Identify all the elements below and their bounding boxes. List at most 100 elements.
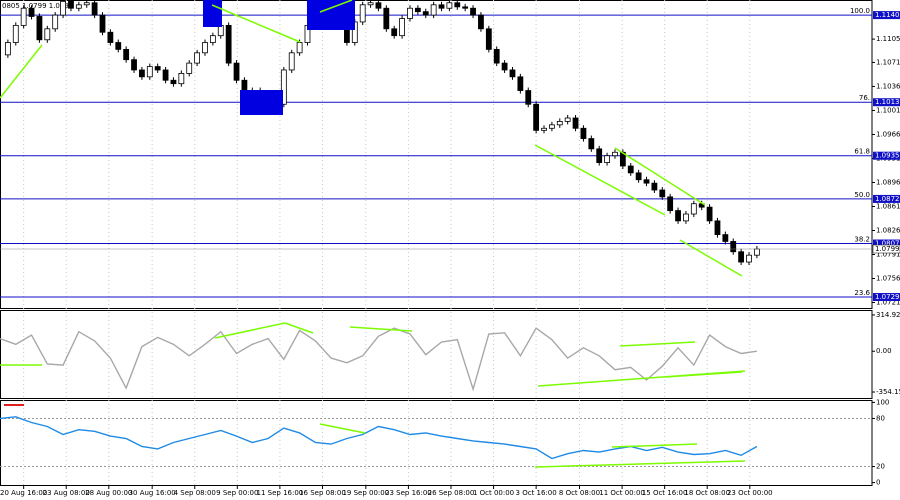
price-tag <box>873 98 900 107</box>
panel-frame <box>0 0 873 309</box>
candle-body <box>139 69 145 78</box>
x-tick-label: 23 Sep 16:00 <box>385 489 432 497</box>
candle-body <box>178 72 185 85</box>
candle-body <box>107 31 114 43</box>
candle-body <box>683 213 689 222</box>
candle-body <box>83 2 90 6</box>
panel-frame <box>0 310 873 399</box>
x-tick-label: 11 Sep 16:00 <box>257 489 304 497</box>
trendline <box>534 144 666 216</box>
price-tag-label: 1.0729 <box>875 293 900 301</box>
candle-body <box>753 248 760 256</box>
candle-body <box>572 117 579 129</box>
x-tick-label: 20 Aug 16:00 <box>0 489 47 497</box>
fib-name: 100.0 <box>850 7 870 15</box>
candle-body <box>375 2 382 9</box>
price-tag-label: 1.0807 <box>875 240 900 248</box>
panel-frame <box>0 400 873 486</box>
y-tick-label: 1.1036 <box>876 82 900 90</box>
trendline <box>0 44 43 99</box>
price-tag <box>873 11 900 20</box>
candle-body <box>383 7 390 30</box>
trendline <box>349 326 413 332</box>
x-tick-label: 23 Aug 08:00 <box>43 489 90 497</box>
candle-body <box>722 234 729 242</box>
candle-body <box>580 127 587 139</box>
y-tick-label: 314.9232 <box>876 311 900 319</box>
trendline <box>534 460 746 468</box>
candle-body <box>525 90 532 105</box>
trendline <box>611 443 698 448</box>
price-tag-label: 1.0935 <box>875 152 900 160</box>
price-tag <box>873 194 900 203</box>
annotations <box>0 0 746 468</box>
y-tick-label: -354.1599 <box>876 388 900 396</box>
candle-body <box>146 66 153 78</box>
x-tick-label: 28 Aug 00:00 <box>85 489 132 497</box>
candle-body <box>399 18 405 37</box>
candle-body <box>131 59 137 71</box>
trendline <box>284 322 314 334</box>
x-tick-label: 11 Oct 00:00 <box>599 489 645 497</box>
candle-body <box>690 203 697 215</box>
candle-body <box>714 220 721 236</box>
candle-body <box>556 121 563 126</box>
trendline <box>214 322 286 339</box>
candle-body <box>738 251 745 263</box>
candle-body <box>407 7 413 19</box>
fib-name: 50.0 <box>854 191 870 199</box>
candle-body <box>4 42 11 56</box>
indicator-line <box>0 327 758 392</box>
x-tick-label: 30 Aug 16:00 <box>129 489 176 497</box>
candle-body <box>12 24 19 43</box>
trendline <box>319 423 366 434</box>
candle-body <box>20 7 27 26</box>
candle-body <box>28 7 35 17</box>
trendline <box>319 0 353 13</box>
candle-body <box>52 14 59 30</box>
candle-body <box>438 4 445 9</box>
candle-body <box>367 2 374 6</box>
candle-body <box>706 206 713 222</box>
candle-body <box>462 6 469 9</box>
trendline <box>614 147 706 206</box>
candle-body <box>233 62 240 81</box>
y-tick-label: 1.1001 <box>876 106 900 114</box>
candle-body <box>162 69 169 81</box>
candle-body <box>596 148 603 163</box>
candle-body <box>194 52 201 64</box>
candle-body <box>730 241 737 253</box>
zone <box>240 90 283 115</box>
x-tick-label: 1 Oct 00:00 <box>473 489 514 497</box>
candle-body <box>564 117 571 122</box>
candle-body <box>154 66 161 71</box>
candle-body <box>170 79 177 85</box>
y-tick-label: 1.0861 <box>876 202 900 210</box>
last-price-label: 1.0799 <box>875 245 900 253</box>
candle-body <box>430 4 437 16</box>
candle-body <box>115 42 122 50</box>
candle-body <box>446 2 453 9</box>
x-tick-label: 4 Sep 08:00 <box>174 489 216 497</box>
fib-name: 38.2 <box>854 236 870 244</box>
candle-body <box>225 24 232 64</box>
y-tick-label: 1.0756 <box>876 275 900 283</box>
y-tick-label: 1.1071 <box>876 58 900 66</box>
fib-name: 61.8 <box>854 148 870 156</box>
x-tick-label: 8 Oct 08:00 <box>559 489 600 497</box>
trendline <box>679 239 743 277</box>
price-tag-label: 1.0872 <box>875 195 900 203</box>
candle-body <box>643 179 650 184</box>
y-tick-label: 20 <box>876 463 885 471</box>
x-tick-label: 18 Oct 08:00 <box>684 489 730 497</box>
candle-body <box>604 155 610 163</box>
fib-name: 23.6 <box>854 289 870 297</box>
candle-body <box>91 2 98 16</box>
y-tick-label: 1.0826 <box>876 226 900 234</box>
x-tick-label: 26 Sep 08:00 <box>428 489 475 497</box>
candle-body <box>123 48 130 61</box>
last-price-tag <box>872 244 900 254</box>
candle-body <box>612 151 618 157</box>
candle-body <box>485 28 492 50</box>
